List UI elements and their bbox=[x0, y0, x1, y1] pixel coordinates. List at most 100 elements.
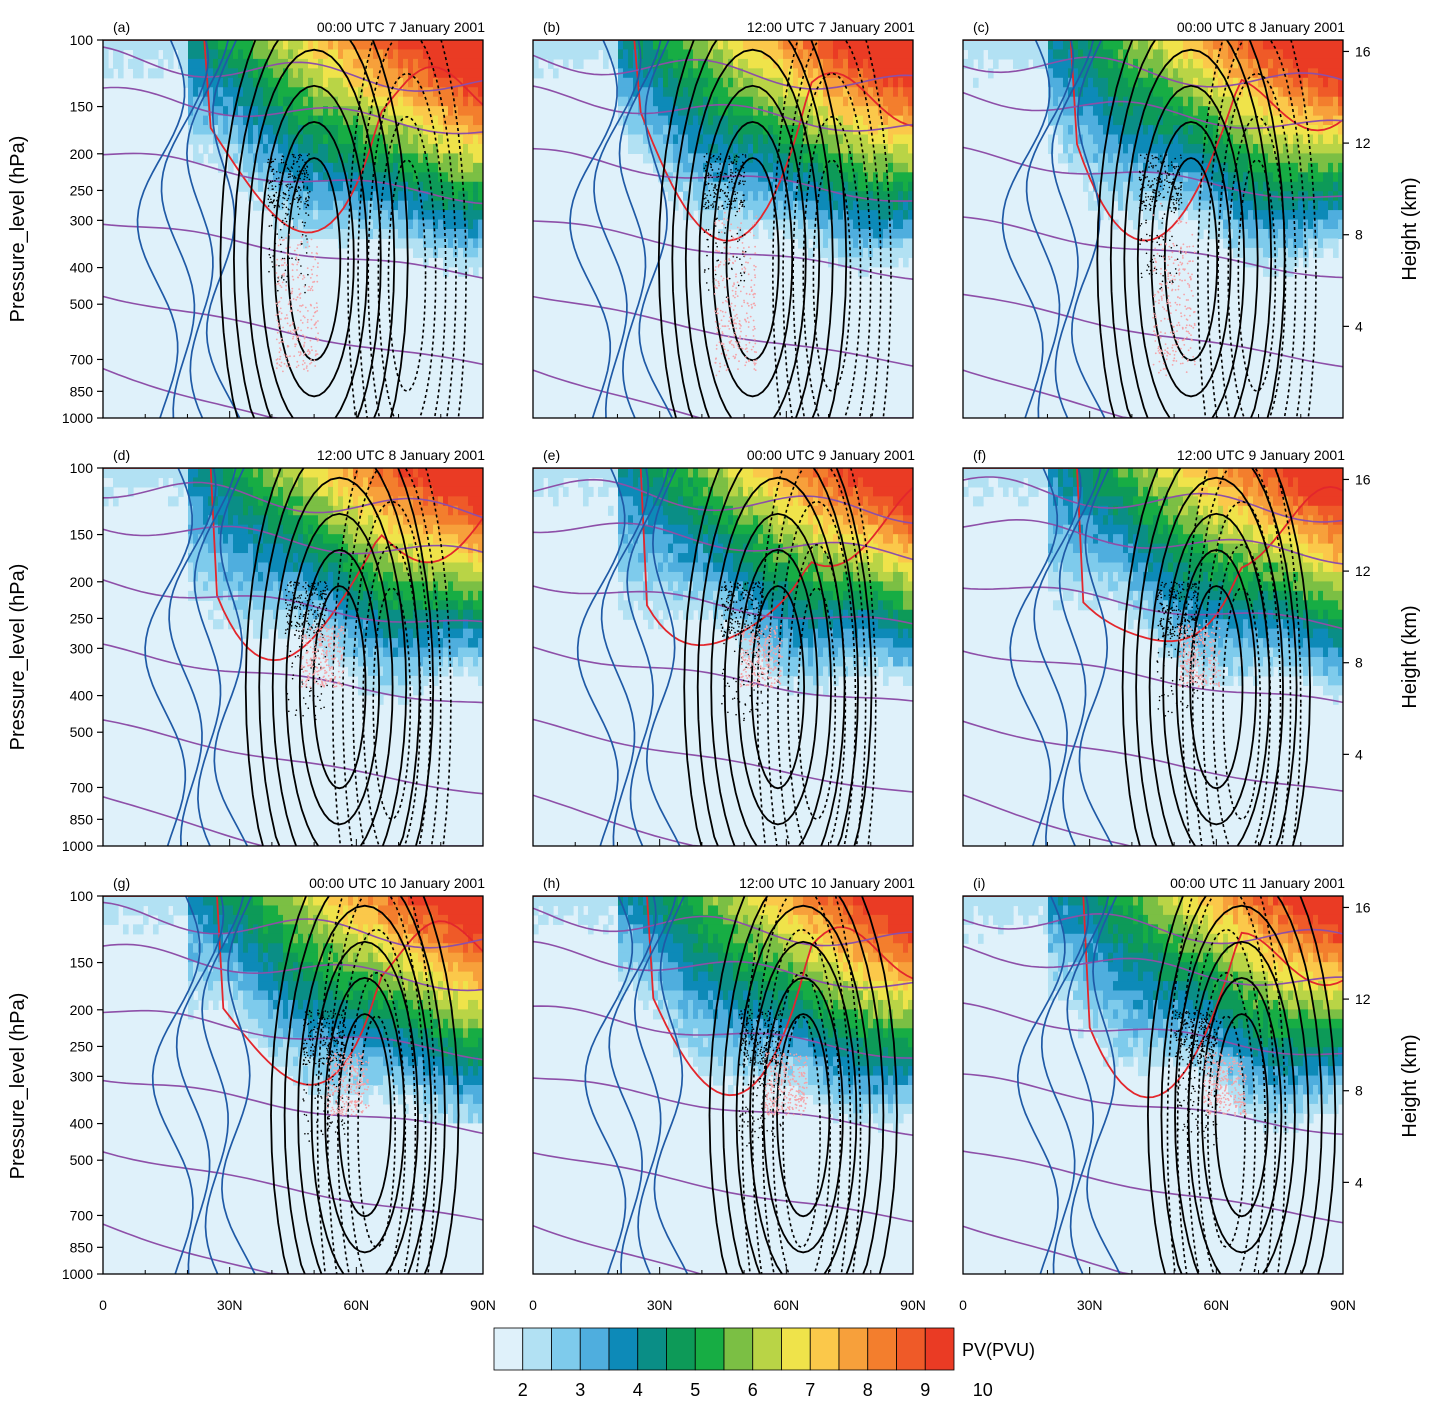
pv-cell bbox=[673, 143, 679, 154]
pv-cell bbox=[333, 40, 339, 51]
pv-cell bbox=[1173, 106, 1179, 117]
pv-cell bbox=[1273, 106, 1279, 117]
pv-cell bbox=[853, 125, 859, 136]
stream-contour-solid bbox=[725, 157, 780, 362]
pv-cell bbox=[828, 58, 834, 69]
pv-cell bbox=[748, 191, 754, 202]
trajectory-point-black bbox=[268, 201, 271, 204]
pv-cell bbox=[893, 87, 899, 98]
pv-cell bbox=[1263, 96, 1269, 107]
pv-cell bbox=[678, 115, 684, 126]
pv-cell bbox=[253, 162, 259, 173]
trajectory-point-black bbox=[1151, 198, 1154, 200]
trajectory-point-black bbox=[273, 204, 276, 207]
pv-cell bbox=[688, 200, 694, 211]
trajectory-point-black bbox=[270, 181, 272, 183]
pv-cell bbox=[453, 115, 459, 126]
trajectory-point-black bbox=[278, 265, 280, 267]
pv-cell bbox=[358, 115, 364, 126]
trajectory-point-pink bbox=[753, 362, 756, 364]
trajectory-point-pink bbox=[297, 244, 299, 246]
pv-cell bbox=[1293, 257, 1299, 268]
trajectory-point-pink bbox=[735, 313, 738, 316]
pv-cell bbox=[278, 153, 284, 164]
trajectory-point-black bbox=[707, 268, 710, 270]
trajectory-point-black bbox=[714, 225, 717, 227]
pv-cell bbox=[393, 200, 399, 211]
pv-cell bbox=[423, 181, 429, 192]
trajectory-point-pink bbox=[730, 302, 733, 305]
pv-cell bbox=[298, 172, 304, 183]
pv-cell bbox=[1333, 153, 1339, 164]
pv-cell bbox=[418, 181, 424, 192]
pv-cell bbox=[1298, 229, 1304, 240]
pv-cell bbox=[358, 181, 364, 192]
pv-cell bbox=[1268, 210, 1274, 221]
pv-cell bbox=[768, 106, 774, 117]
pv-cell bbox=[303, 106, 309, 117]
pv-cell bbox=[338, 200, 344, 211]
pv-cell bbox=[628, 77, 634, 88]
trajectory-point-black bbox=[704, 203, 706, 206]
pv-cell bbox=[1148, 134, 1154, 145]
trajectory-point-black bbox=[730, 174, 732, 176]
pv-cell bbox=[238, 96, 244, 107]
trajectory-point-pink bbox=[303, 285, 306, 288]
pv-cell bbox=[238, 106, 244, 117]
pv-cell bbox=[1253, 229, 1259, 240]
pv-cell bbox=[788, 200, 794, 211]
pv-cell bbox=[458, 172, 464, 183]
trajectory-point-pink bbox=[727, 336, 730, 338]
trajectory-point-pink bbox=[279, 329, 281, 331]
pv-cell bbox=[1148, 210, 1154, 221]
trajectory-point-black bbox=[714, 160, 717, 163]
trajectory-point-black bbox=[292, 217, 294, 220]
trajectory-point-pink bbox=[741, 251, 744, 254]
trajectory-point-black bbox=[295, 188, 298, 191]
pv-cell bbox=[268, 87, 274, 98]
pv-cell bbox=[1303, 143, 1309, 154]
trajectory-point-black bbox=[732, 200, 735, 202]
pv-cell bbox=[408, 77, 414, 88]
pv-cell bbox=[333, 153, 339, 164]
pv-cell bbox=[1118, 200, 1124, 211]
pv-cell bbox=[868, 49, 874, 60]
pv-cell bbox=[658, 68, 664, 79]
pv-cell bbox=[1323, 134, 1329, 145]
pv-cell bbox=[1208, 210, 1214, 221]
pv-cell bbox=[1198, 40, 1204, 51]
pv-cell bbox=[458, 247, 464, 258]
trajectory-point-black bbox=[718, 180, 721, 183]
pv-cell bbox=[818, 115, 824, 126]
pv-cell bbox=[1178, 87, 1184, 98]
pv-cell bbox=[1248, 247, 1254, 258]
pv-cell bbox=[463, 58, 469, 69]
pv-cell bbox=[283, 58, 289, 69]
pv-cell bbox=[418, 77, 424, 88]
pv-cell bbox=[1318, 58, 1324, 69]
trajectory-point-black bbox=[716, 217, 718, 220]
pv-cell bbox=[1138, 40, 1144, 51]
pv-cell bbox=[1323, 40, 1329, 51]
pv-cell bbox=[313, 49, 319, 60]
trajectory-point-pink bbox=[292, 329, 295, 331]
pv-cell bbox=[1323, 87, 1329, 98]
pv-cell bbox=[1298, 172, 1304, 183]
pv-cell bbox=[168, 58, 174, 69]
pv-cell bbox=[443, 68, 449, 79]
trajectory-point-black bbox=[303, 166, 306, 168]
pv-cell bbox=[333, 106, 339, 117]
pv-cell bbox=[1198, 172, 1204, 183]
pv-cell bbox=[188, 134, 194, 145]
pv-cell bbox=[443, 219, 449, 230]
pv-cell bbox=[1138, 68, 1144, 79]
pv-cell bbox=[738, 106, 744, 117]
pv-cell bbox=[1218, 229, 1224, 240]
trajectory-point-black bbox=[739, 173, 741, 176]
trajectory-point-black bbox=[268, 247, 271, 250]
trajectory-point-black bbox=[728, 277, 731, 280]
pv-cell bbox=[808, 115, 814, 126]
pv-cell bbox=[408, 134, 414, 145]
pv-cell bbox=[388, 49, 394, 60]
pv-cell bbox=[1093, 181, 1099, 192]
